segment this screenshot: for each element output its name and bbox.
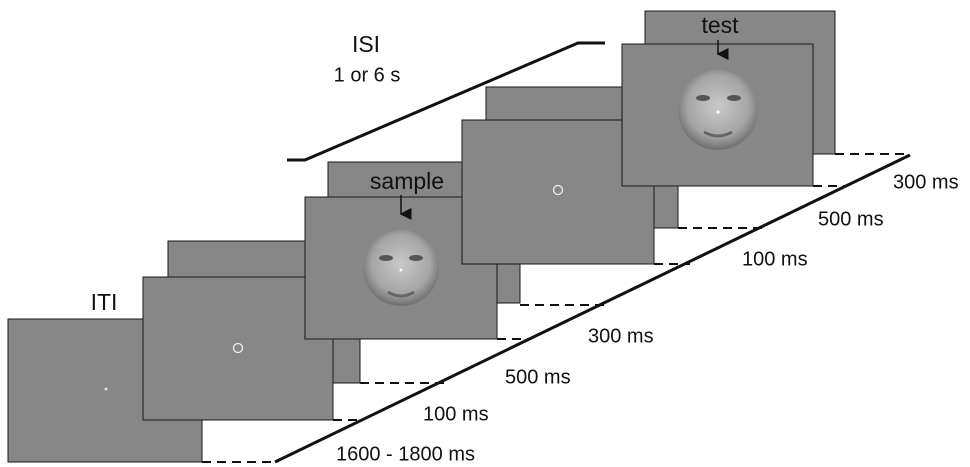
test-label: test [701,12,739,38]
isi-label: ISI [352,31,380,57]
face [678,70,758,150]
timeline [274,153,911,464]
duration-label: 100 ms [423,403,489,425]
sample-label: sample [370,168,444,194]
isi-duration: 1 or 6 s [334,64,401,86]
isi-bracket [287,41,605,162]
fixation-circle [232,342,244,354]
duration-label: 1600 - 1800 ms [336,443,475,465]
fixation-circle [552,184,564,196]
duration-label: 300 ms [588,325,654,347]
duration-label: 500 ms [505,366,571,388]
dashed-connectors [202,153,910,463]
duration-label: 300 ms [893,171,959,193]
face [363,230,439,306]
fixation-dot [104,387,108,391]
duration-label: 500 ms [818,208,884,230]
duration-label: 100 ms [742,248,808,270]
iti-label: ITI [91,289,118,315]
fixation-screen [142,276,334,421]
